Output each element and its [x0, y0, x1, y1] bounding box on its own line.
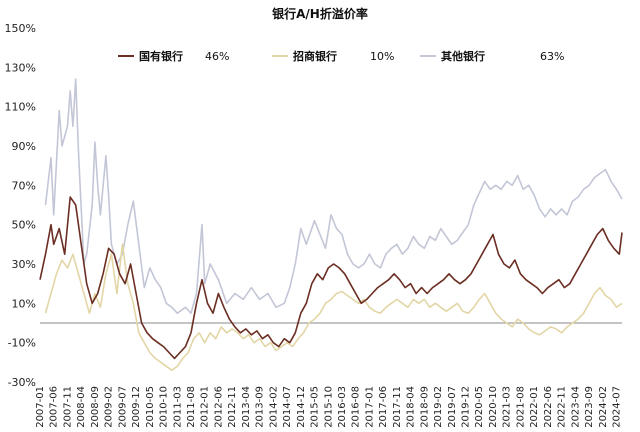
x-tick-label: 2009-07 [117, 386, 128, 428]
y-tick-label: -10% [8, 337, 36, 350]
x-tick-label: 2009-12 [131, 386, 142, 428]
x-tick-label: 2007-11 [62, 386, 73, 428]
y-tick-label: 130% [5, 61, 36, 74]
y-axis: -30% -10% 10% 30% 50% 70% 90% 110% 130% 150% [5, 22, 36, 389]
legend-label: 招商银行 [293, 49, 337, 63]
x-tick-label: 2022-06 [543, 386, 554, 428]
x-tick-label: 2010-05 [145, 386, 156, 428]
x-tick-label: 2010-10 [159, 386, 170, 428]
legend-label: 其他银行 [441, 49, 485, 63]
series-line-其他银行 [44, 78, 623, 314]
x-tick-label: 2017-06 [378, 386, 389, 428]
y-tick-label: 90% [12, 140, 36, 153]
legend-value: 46% [205, 50, 229, 63]
x-tick-label: 2024-07 [612, 386, 623, 428]
x-tick-label: 2015-10 [323, 386, 334, 428]
y-tick-label: 150% [5, 22, 36, 35]
x-tick-label: 2012-06 [213, 386, 224, 428]
x-tick-label: 2023-09 [584, 386, 595, 428]
x-tick-label: 2024-02 [598, 386, 609, 428]
y-tick-label: -30% [8, 376, 36, 389]
series-line-招商银行 [44, 243, 623, 371]
x-tick-label: 2018-04 [406, 386, 417, 428]
x-tick-label: 2016-03 [337, 386, 348, 428]
x-tick-label: 2008-09 [90, 386, 101, 428]
x-tick-label: 2021-08 [515, 386, 526, 428]
x-tick-label: 2016-08 [351, 386, 362, 428]
x-tick-label: 2020-10 [488, 386, 499, 428]
legend-value: 10% [370, 50, 394, 63]
series-layer [39, 78, 623, 371]
x-tick-label: 2022-01 [529, 386, 540, 428]
x-tick-label: 2012-11 [227, 386, 238, 428]
series-line-国有银行 [39, 196, 623, 360]
y-tick-label: 50% [12, 219, 36, 232]
x-tick-label: 2014-07 [282, 386, 293, 428]
y-tick-label: 70% [12, 179, 36, 192]
x-tick-label: 2008-04 [76, 386, 87, 428]
x-tick-label: 2017-01 [364, 386, 375, 428]
x-tick-label: 2017-11 [392, 386, 403, 428]
y-tick-label: 10% [12, 297, 36, 310]
legend-value: 63% [540, 50, 564, 63]
x-tick-label: 2007-06 [49, 386, 60, 428]
x-tick-label: 2019-07 [447, 386, 458, 428]
x-tick-label: 2018-09 [419, 386, 430, 428]
x-tick-label: 2023-04 [570, 386, 581, 428]
x-tick-label: 2021-03 [502, 386, 513, 428]
legend: 国有银行 46% 招商银行 10% 其他银行 63% [118, 49, 564, 63]
y-tick-label: 30% [12, 258, 36, 271]
y-tick-label: 110% [5, 101, 36, 114]
x-tick-label: 2011-03 [172, 386, 183, 428]
x-tick-label: 2014-02 [268, 386, 279, 428]
x-tick-label: 2012-01 [200, 386, 211, 428]
x-tick-label: 2013-04 [241, 386, 252, 428]
x-tick-label: 2019-02 [433, 386, 444, 428]
x-tick-label: 2020-05 [474, 386, 485, 428]
x-axis: 2007-01 2007-06 2007-11 2008-04 2008-09 2009-… [35, 386, 623, 428]
x-tick-label: 2007-01 [35, 386, 46, 428]
x-tick-label: 2009-02 [104, 386, 115, 428]
legend-label: 国有银行 [139, 49, 183, 63]
x-tick-label: 2013-09 [255, 386, 266, 428]
x-tick-label: 2014-12 [296, 386, 307, 428]
chart-title: 银行A/H折溢价率 [272, 6, 368, 21]
x-tick-label: 2022-11 [557, 386, 568, 428]
x-tick-label: 2015-05 [310, 386, 321, 428]
x-tick-label: 2019-12 [461, 386, 472, 428]
x-tick-label: 2011-08 [186, 386, 197, 428]
